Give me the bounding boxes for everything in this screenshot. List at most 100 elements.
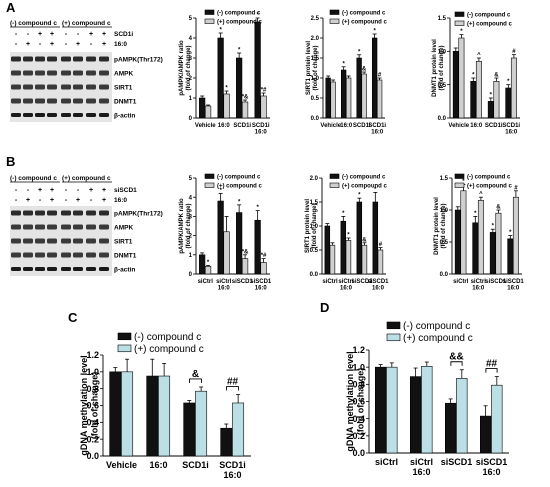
blot-band: [99, 267, 109, 271]
blot-band: [23, 56, 33, 62]
significance-bracket: [485, 368, 498, 373]
bar: [361, 244, 368, 275]
y-tick-label: 4: [189, 36, 193, 42]
legend-swatch: [386, 321, 401, 330]
x-tick-label-line: siCtrl: [216, 279, 232, 285]
blot-band: [35, 252, 45, 258]
bar: [232, 402, 245, 457]
blot-band: [99, 70, 109, 76]
western-blot-a: (-) compound c (+) compound c SCD1i 16:0…: [10, 20, 163, 122]
blot-band: [35, 84, 45, 90]
y-tick-label: 0.5: [438, 83, 447, 89]
blot-band: [35, 267, 45, 271]
blot-band: [73, 56, 83, 62]
y-tick-label: 2: [189, 234, 193, 240]
y-tick-label: 1.5: [440, 176, 449, 182]
bar: [345, 240, 352, 275]
x-tick-label-line: siCtrl: [322, 279, 338, 285]
bar: [371, 37, 378, 119]
blot-band: [23, 98, 33, 104]
y-axis-label: DNMT1 protein level(fold of change): [432, 39, 445, 97]
x-tick-label-line: siSCD1: [250, 279, 272, 285]
bar: [183, 402, 196, 457]
legend-label: (+) compound c: [217, 184, 262, 190]
y-axis-label-line: pAMPK/AMPK ratio: [179, 198, 185, 254]
significance-mark: *: [342, 211, 345, 217]
y-tick-label: 0.4: [86, 417, 99, 427]
bar: [495, 212, 502, 275]
significance-mark: ##: [227, 377, 239, 388]
significance-mark: *: [358, 193, 361, 199]
y-tick-label: 0.2: [86, 434, 99, 444]
y-axis-label-line: gDNA methylation level: [79, 355, 89, 455]
legend-swatch: [454, 173, 465, 179]
legend-swatch: [329, 18, 340, 24]
blot-band: [23, 267, 33, 271]
significance-mark: #: [378, 73, 382, 79]
blot-band: [73, 267, 83, 271]
significance-mark: #: [379, 242, 383, 248]
x-tick-label-line: SCD1i: [219, 460, 246, 470]
significance-mark: #: [514, 185, 518, 191]
x-tick-label-line: 16:0: [218, 286, 231, 292]
x-tick-label-line: siCtrl: [410, 457, 433, 467]
bar: [374, 366, 387, 454]
y-tick-label: 0.0: [86, 451, 99, 461]
y-tick-label: 1.2: [352, 345, 365, 355]
blot-band: [47, 267, 57, 271]
x-tick-label-line: 16:0: [507, 286, 520, 292]
bar: [121, 371, 134, 457]
x-tick-label-line: 16:0: [482, 467, 500, 477]
y-axis-label: gDNA methylation level(fold of change): [345, 351, 365, 451]
blot-band: [86, 56, 96, 62]
significance-mark: ^: [477, 53, 481, 59]
blot-band: [35, 113, 45, 117]
bar: [460, 190, 467, 275]
blot-band: [61, 210, 71, 216]
bar: [324, 225, 331, 275]
blot-band: [99, 56, 109, 62]
x-tick-label-line: siCtrl: [453, 279, 469, 285]
blot-band: [99, 84, 109, 90]
blot-band: [35, 56, 45, 62]
blot-band: [86, 113, 96, 117]
x-tick-label: siCtrl: [322, 279, 338, 285]
x-tick-label-line: 16:0: [371, 130, 384, 136]
y-tick-label: 2.0: [311, 36, 320, 42]
y-axis-label-line: (fold of change): [355, 368, 365, 436]
legend-label: (-) compound c: [217, 11, 261, 17]
x-tick-label: siSCD1: [441, 457, 473, 467]
x-tick-label: siSCD1: [485, 279, 507, 285]
bar: [241, 258, 249, 275]
blot-band-label: β-actin: [114, 267, 135, 274]
x-tick-label-line: siSCD1: [485, 279, 507, 285]
legend-label: (-) compound c: [217, 175, 261, 181]
y-tick-label: 0.0: [440, 272, 449, 278]
blot-band: [47, 70, 57, 76]
blot-band: [73, 210, 83, 216]
x-tick-label: siSCD1: [351, 279, 373, 285]
legend-label: (-) compound c: [403, 321, 470, 332]
blot-a-signs: - - + + - - + + - + - + - + - +: [15, 31, 106, 48]
bar: [195, 390, 208, 457]
significance-mark: *: [462, 179, 465, 185]
blot-sign: -: [15, 187, 18, 194]
x-tick-label: SCD1i: [233, 123, 251, 129]
x-tick-label-line: siCtrl: [471, 279, 487, 285]
significance-mark: &&: [449, 352, 463, 363]
y-axis-label-line: SIRT1 protein level: [306, 41, 312, 95]
y-tick-label: 4: [189, 195, 193, 201]
legend-label: (+) compound c: [342, 184, 387, 190]
blot-sign: -: [90, 41, 93, 48]
blot-band: [23, 238, 33, 244]
y-axis-label: pAMPK/AMPK ratio(fold of change): [179, 40, 192, 96]
significance-mark: *: [460, 29, 463, 35]
x-tick-label: Vehicle: [106, 460, 137, 470]
y-tick-label: 1.0: [438, 49, 447, 55]
y-tick-label: 0: [189, 272, 193, 278]
bar: [356, 201, 363, 275]
significance-mark: *: [342, 61, 345, 67]
x-tick-label-line: SCD1i: [252, 123, 270, 129]
